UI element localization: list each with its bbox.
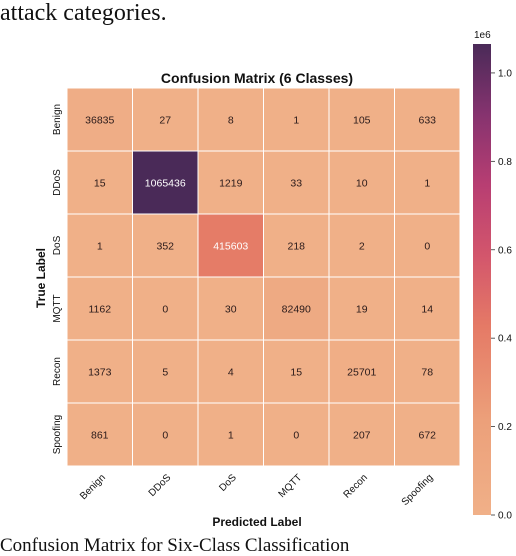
cell-value-label: 218 (287, 241, 305, 253)
cell-value-label: 672 (418, 430, 436, 442)
heatmap-cell (66, 402, 133, 467)
col-tick-label: DDoS (147, 472, 174, 499)
heatmap-cell (394, 213, 461, 278)
heatmap-cell (132, 87, 199, 152)
heatmap-cell (132, 150, 199, 215)
cell-value-label: 633 (418, 115, 436, 127)
heatmap-cell (394, 276, 461, 341)
heatmap-cell (66, 276, 133, 341)
heatmap-cell (132, 276, 199, 341)
bottom-caption: Confusion Matrix for Six-Class Classific… (0, 535, 350, 556)
y-axis-label: True Label (34, 248, 48, 308)
cell-value-label: 0 (293, 430, 299, 442)
colorbar-tick-label: 1.0 (498, 68, 512, 79)
row-tick-label: DoS (52, 235, 63, 255)
cell-value-label: 82490 (282, 304, 311, 316)
heatmap-cell (263, 339, 330, 404)
col-tick-labels: Benign DDoS DoS MQTT Recon Spoofing (78, 472, 435, 508)
cell-value-label: 8 (228, 115, 234, 127)
row-tick-label: DDoS (52, 169, 63, 196)
cell-value-label: 0 (424, 241, 430, 253)
cell-value-label: 4 (228, 367, 234, 379)
cell-value-label: 27 (159, 115, 171, 127)
col-tick-label: Benign (78, 472, 108, 502)
heatmap-cell (66, 339, 133, 404)
colorbar-ticks: 0.0 0.2 0.4 0.6 0.8 1.0 (491, 68, 512, 522)
heatmap-cell (197, 276, 264, 341)
top-text: attack categories. (0, 0, 167, 26)
colorbar-tick-label: 0.6 (498, 245, 512, 256)
cell-value-label: 15 (290, 367, 302, 379)
col-tick-label: Recon (342, 472, 370, 500)
heatmap-cell (197, 87, 264, 152)
heatmap-cell (263, 150, 330, 215)
cell-value-label: 15 (94, 178, 106, 190)
cell-value-label: 14 (421, 304, 433, 316)
cell-value-label: 5 (162, 367, 168, 379)
cell-value-label: 1162 (88, 304, 111, 316)
cell-value-label: 36835 (85, 115, 114, 127)
heatmap-cell (394, 87, 461, 152)
heatmap-cell (328, 339, 395, 404)
cell-value-label: 78 (421, 367, 433, 379)
chart-title: Confusion Matrix (6 Classes) (161, 70, 353, 86)
cell-value-label: 0 (162, 430, 168, 442)
heatmap-cell (394, 402, 461, 467)
row-tick-label: Recon (52, 357, 63, 386)
heatmap-cell (263, 213, 330, 278)
heatmap-cell (132, 213, 199, 278)
col-tick-label: MQTT (277, 472, 305, 500)
colorbar-tick-label: 0.2 (498, 422, 512, 433)
cell-value-label: 352 (156, 241, 174, 253)
cell-value-label: 105 (353, 115, 371, 127)
colorbar (473, 44, 491, 515)
heatmap-cell (197, 339, 264, 404)
colorbar-tick-label: 0.4 (498, 334, 512, 345)
cell-value-label: 1 (228, 430, 234, 442)
cell-value-label: 19 (356, 304, 368, 316)
col-tick-label: DoS (217, 472, 239, 494)
heatmap-cell (66, 87, 133, 152)
heatmap-cell (328, 402, 395, 467)
heatmap-cell (328, 276, 395, 341)
colorbar-scale-label: 1e6 (474, 30, 491, 41)
cell-value-label: 1373 (88, 367, 112, 379)
cell-value-label: 10 (356, 178, 368, 190)
heatmap-cell (263, 276, 330, 341)
cell-value-label: 2 (359, 241, 365, 253)
cell-value-label: 1219 (219, 178, 243, 190)
cell-value-label: 207 (353, 430, 371, 442)
cell-value-label: 1065436 (145, 178, 186, 190)
row-tick-label: Spoofing (52, 415, 63, 454)
colorbar-tick-label: 0.0 (498, 511, 512, 522)
heatmap-cell (394, 339, 461, 404)
cell-value-label: 1 (424, 178, 430, 190)
colorbar-tick-label: 0.8 (498, 157, 512, 168)
cell-value-label: 33 (290, 178, 302, 190)
cell-value-label: 415603 (213, 241, 248, 253)
row-tick-label: Benign (52, 104, 63, 135)
cell-value-label: 30 (225, 304, 237, 316)
heatmap-cell (263, 87, 330, 152)
cell-value-label: 25701 (347, 367, 376, 379)
col-tick-label: Spoofing (400, 472, 436, 508)
heatmap-cell (328, 213, 395, 278)
x-axis-label: Predicted Label (212, 515, 301, 529)
cell-value-label: 861 (91, 430, 109, 442)
row-tick-labels: Benign DDoS DoS MQTT Recon Spoofing (52, 104, 63, 454)
row-tick-label: MQTT (52, 294, 63, 322)
cell-value-label: 1 (97, 241, 103, 253)
cell-value-label: 0 (162, 304, 168, 316)
cell-value-label: 1 (293, 115, 299, 127)
heatmap-cell (263, 402, 330, 467)
heatmap-cell (394, 150, 461, 215)
